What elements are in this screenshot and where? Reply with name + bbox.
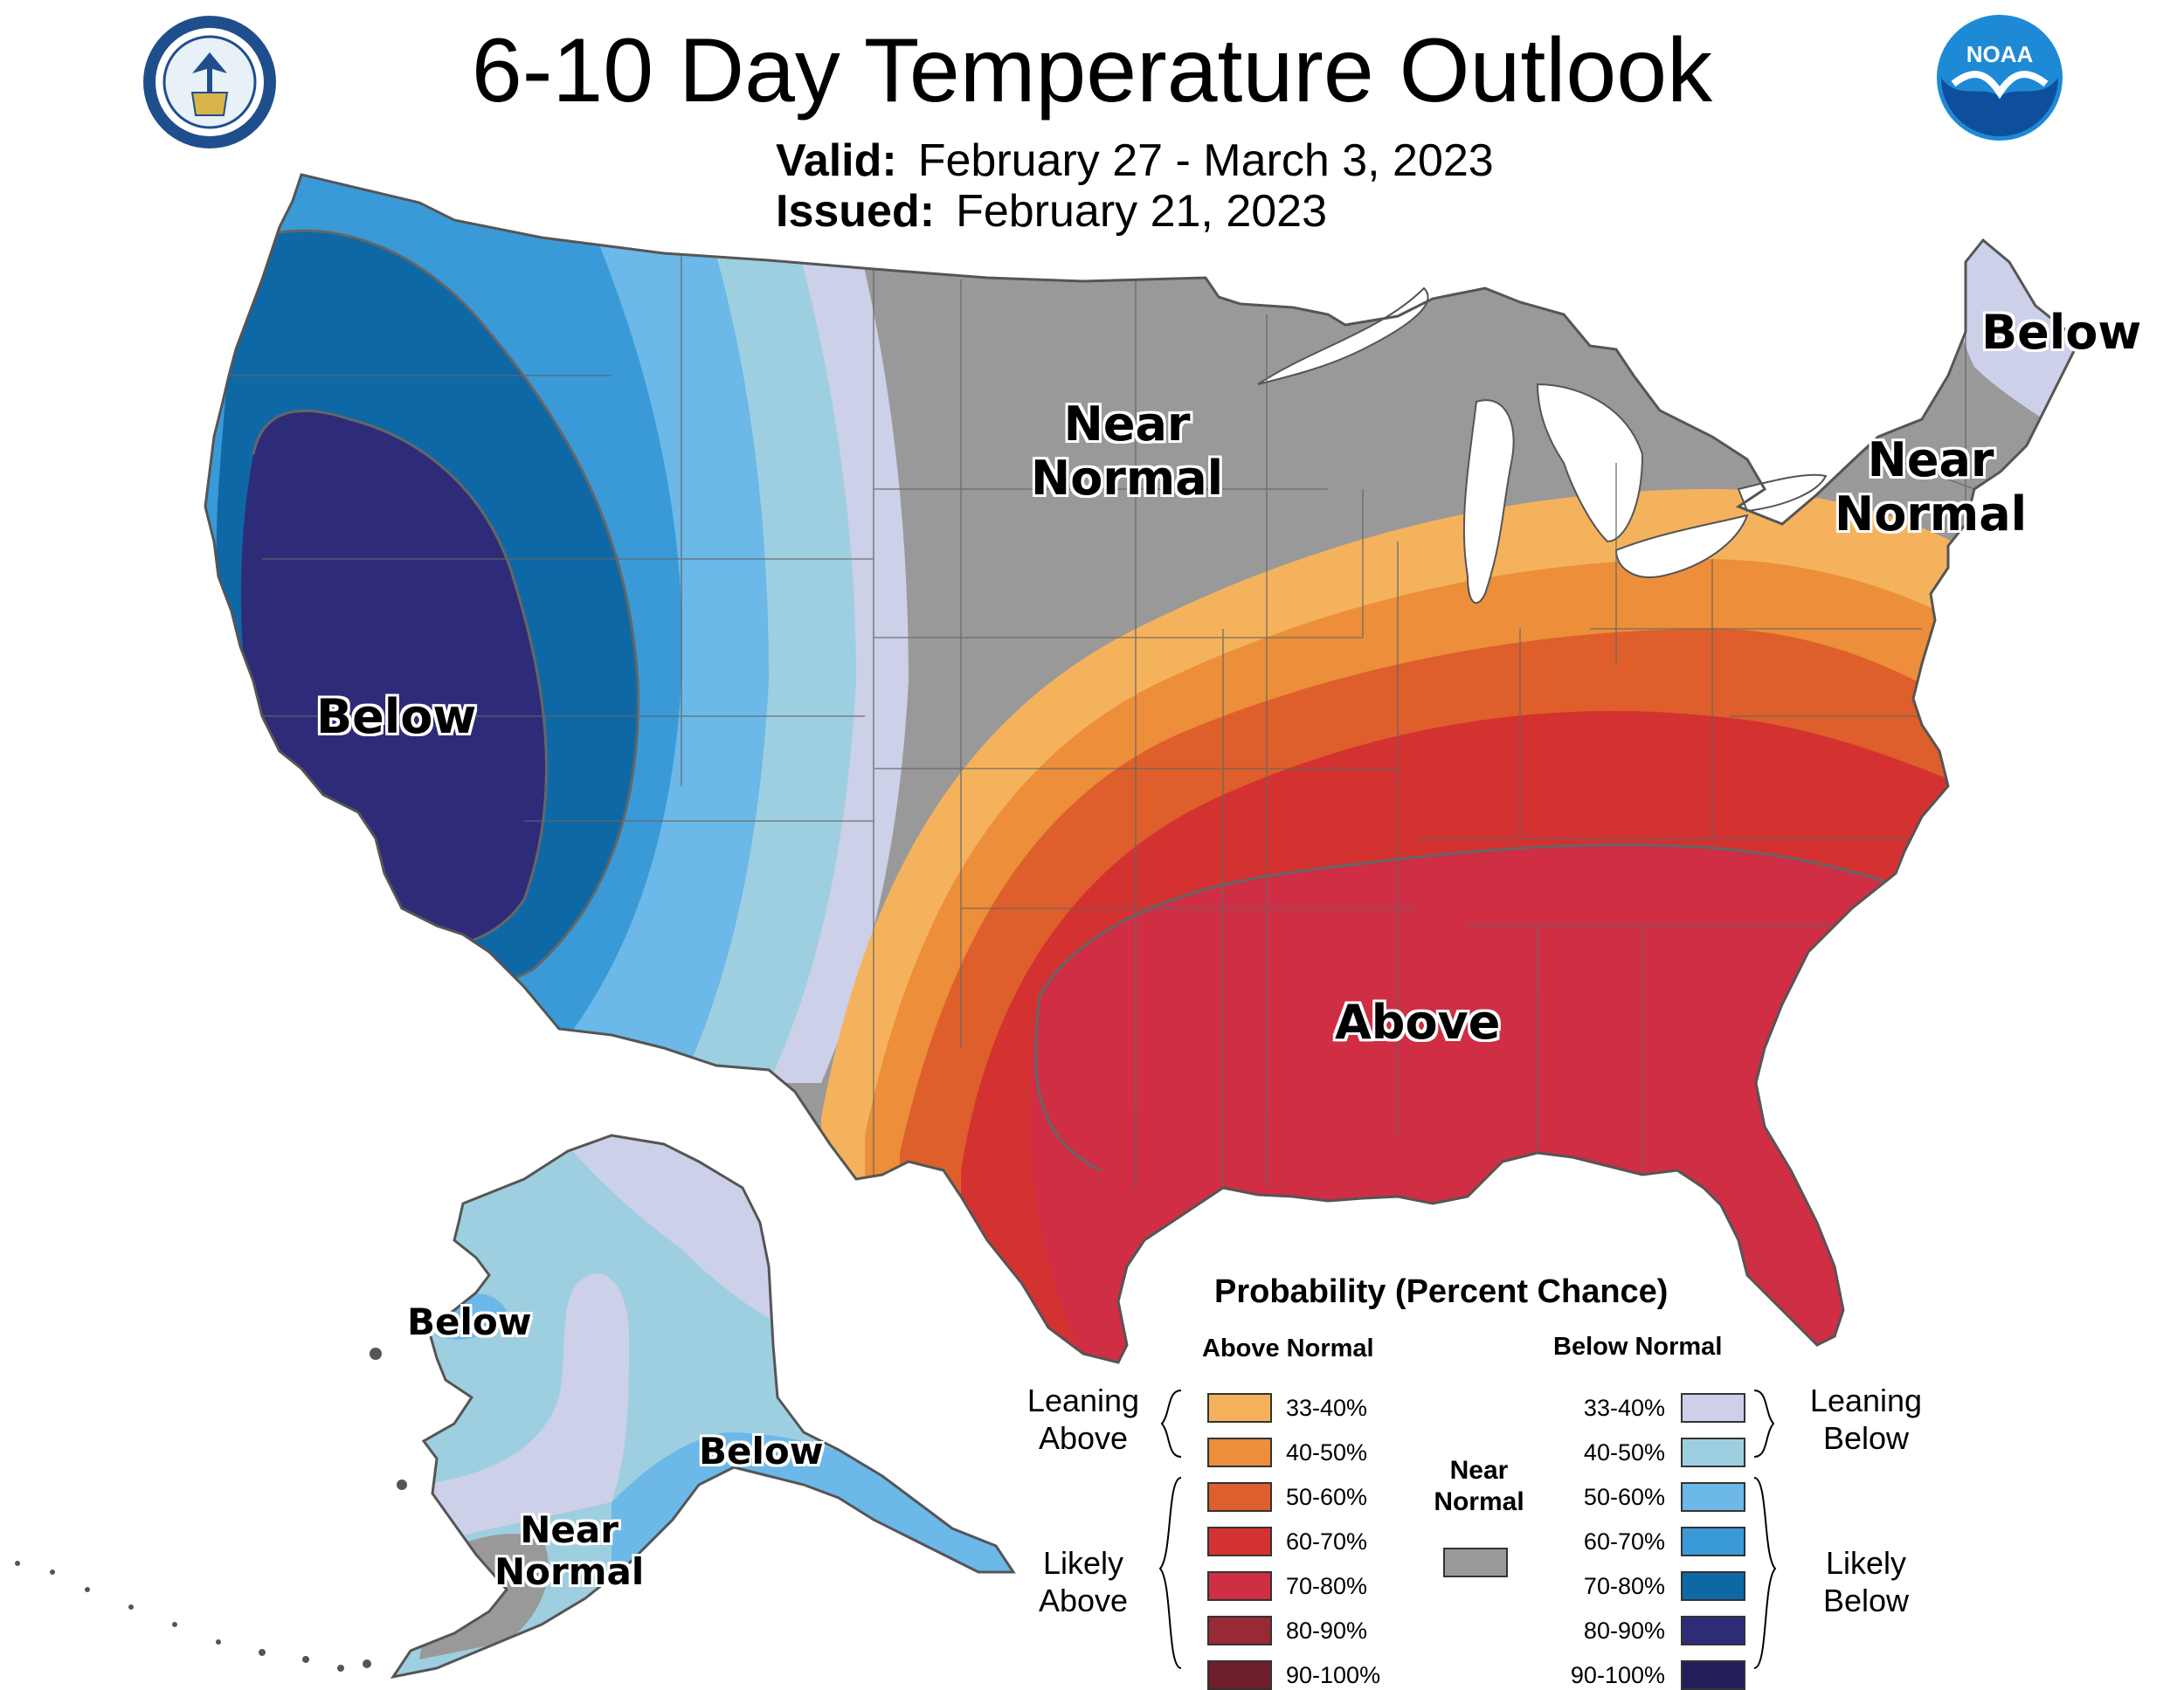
- legend-above-range: 50-60%: [1286, 1484, 1368, 1510]
- legend-leaning-above-1: Leaning: [1026, 1383, 1140, 1418]
- issued-label: Issued:: [776, 186, 936, 237]
- legend-below-range: 50-60%: [1583, 1484, 1665, 1510]
- label-ak-near-1: Near: [520, 1508, 619, 1551]
- legend-above-swatch: [1207, 1616, 1272, 1645]
- label-ne-near: Near Normal: [1835, 432, 2028, 542]
- legend-below-swatch: [1681, 1616, 1745, 1645]
- department-of-commerce-seal: [140, 12, 280, 152]
- label-ak-near: Near Normal: [494, 1508, 645, 1594]
- valid-dates: Valid: February 27 - March 3, 2023: [776, 135, 1494, 187]
- legend-leaning-above: Leaning Above: [1013, 1382, 1153, 1457]
- legend-title: Probability (Percent Chance): [1214, 1273, 1669, 1310]
- label-ne-near-2: Normal: [1835, 486, 2028, 542]
- label-central-near: Near Normal: [1031, 397, 1223, 506]
- legend-above-swatch: [1207, 1482, 1272, 1512]
- legend-above-swatch: [1207, 1393, 1272, 1423]
- legend-below-swatch: [1681, 1527, 1745, 1556]
- noaa-logo-text: NOAA: [1966, 41, 2034, 67]
- legend-above-range: 70-80%: [1286, 1573, 1368, 1599]
- legend-below-range: 90-100%: [1570, 1662, 1665, 1688]
- legend-above-swatch: [1207, 1571, 1272, 1601]
- legend-below-swatch: [1681, 1393, 1745, 1423]
- valid-value: February 27 - March 3, 2023: [917, 135, 1494, 186]
- legend-above-swatch: [1207, 1660, 1272, 1690]
- legend-above-range: 33-40%: [1286, 1395, 1368, 1421]
- legend-above-range: 90-100%: [1286, 1662, 1381, 1688]
- legend-below-range: 40-50%: [1583, 1439, 1665, 1466]
- label-ak-near-2: Normal: [494, 1550, 645, 1594]
- legend-below-swatch: [1681, 1571, 1745, 1601]
- legend-near-normal: Near Normal: [1413, 1455, 1545, 1518]
- page-title: 6-10 Day Temperature Outlook: [471, 20, 1713, 121]
- legend-above-swatch: [1207, 1438, 1272, 1467]
- legend-near-1: Near: [1449, 1456, 1509, 1485]
- issued-date: Issued: February 21, 2023: [776, 185, 1327, 238]
- legend-below-swatch: [1681, 1438, 1745, 1467]
- legend-likely-below: Likely Below: [1787, 1544, 1945, 1619]
- legend-likely-above-2: Above: [1038, 1583, 1129, 1619]
- legend-above-range: 60-70%: [1286, 1528, 1368, 1555]
- noaa-logo: NOAA: [1936, 14, 2063, 141]
- label-central-near-2: Normal: [1031, 451, 1224, 507]
- legend-above-header: Above Normal: [1202, 1335, 1374, 1362]
- label-ak-below-se: Below: [699, 1430, 824, 1473]
- legend-above-range: 80-90%: [1286, 1618, 1368, 1644]
- label-central-near-1: Near: [1063, 397, 1191, 452]
- legend-leaning-below: Leaning Below: [1787, 1382, 1945, 1457]
- legend-above-swatch: [1207, 1527, 1272, 1556]
- legend-leaning-below-2: Below: [1822, 1420, 1910, 1457]
- issued-value: February 21, 2023: [956, 186, 1327, 237]
- legend-likely-above-1: Likely: [1042, 1545, 1124, 1581]
- legend-near-2: Normal: [1434, 1487, 1524, 1516]
- valid-label: Valid:: [776, 135, 897, 186]
- legend-below-swatch: [1681, 1482, 1745, 1512]
- legend-leaning-above-2: Above: [1038, 1420, 1129, 1457]
- legend-below-swatch: [1681, 1660, 1745, 1690]
- legend-likely-above: Likely Above: [1013, 1544, 1153, 1619]
- label-south-above: Above: [1335, 995, 1501, 1050]
- legend-likely-below-1: Likely: [1825, 1545, 1907, 1581]
- legend-near-swatch: [1443, 1548, 1508, 1577]
- legend-below-range: 70-80%: [1583, 1573, 1665, 1599]
- legend-below-range: 80-90%: [1583, 1618, 1665, 1644]
- legend-above-range: 40-50%: [1286, 1439, 1368, 1466]
- legend-below-range: 33-40%: [1583, 1395, 1665, 1421]
- label-west-below: Below: [316, 689, 477, 744]
- label-ak-below-west: Below: [407, 1300, 532, 1343]
- legend-likely-below-2: Below: [1822, 1583, 1910, 1619]
- label-ne-near-1: Near: [1867, 432, 1994, 487]
- legend-below-range: 60-70%: [1583, 1528, 1665, 1555]
- legend-below-header: Below Normal: [1553, 1333, 1723, 1361]
- legend-leaning-below-1: Leaning: [1809, 1383, 1923, 1418]
- label-ne-below: Below: [1981, 305, 2142, 360]
